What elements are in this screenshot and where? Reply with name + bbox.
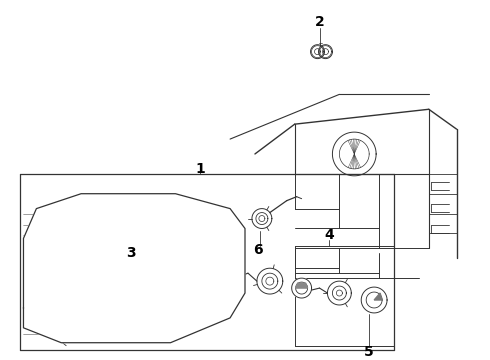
Polygon shape: [312, 46, 323, 58]
Polygon shape: [374, 293, 382, 300]
Text: 5: 5: [364, 345, 374, 359]
Polygon shape: [327, 281, 351, 305]
Polygon shape: [319, 46, 331, 58]
Polygon shape: [252, 208, 272, 229]
Text: 1: 1: [196, 162, 205, 176]
Polygon shape: [292, 278, 312, 298]
Polygon shape: [295, 283, 308, 288]
Text: 3: 3: [126, 246, 136, 260]
Polygon shape: [361, 287, 387, 313]
Polygon shape: [24, 194, 245, 343]
Text: 4: 4: [324, 229, 334, 242]
Text: 2: 2: [315, 15, 324, 29]
Text: 6: 6: [253, 243, 263, 257]
Polygon shape: [257, 268, 283, 294]
